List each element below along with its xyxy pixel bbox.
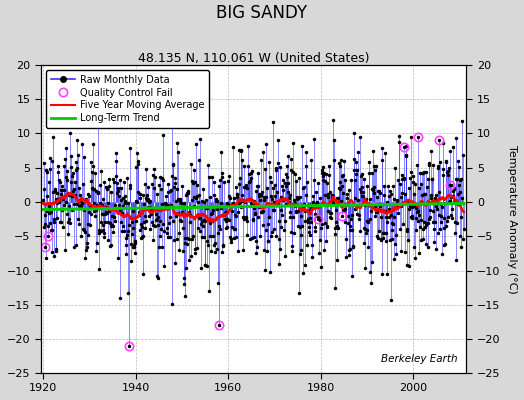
Legend: Raw Monthly Data, Quality Control Fail, Five Year Moving Average, Long-Term Tren: Raw Monthly Data, Quality Control Fail, … <box>46 70 209 128</box>
Y-axis label: Temperature Anomaly (°C): Temperature Anomaly (°C) <box>507 145 517 294</box>
Title: 48.135 N, 110.061 W (United States): 48.135 N, 110.061 W (United States) <box>138 52 369 65</box>
Text: Berkeley Earth: Berkeley Earth <box>381 354 458 364</box>
Text: BIG SANDY: BIG SANDY <box>216 4 308 22</box>
